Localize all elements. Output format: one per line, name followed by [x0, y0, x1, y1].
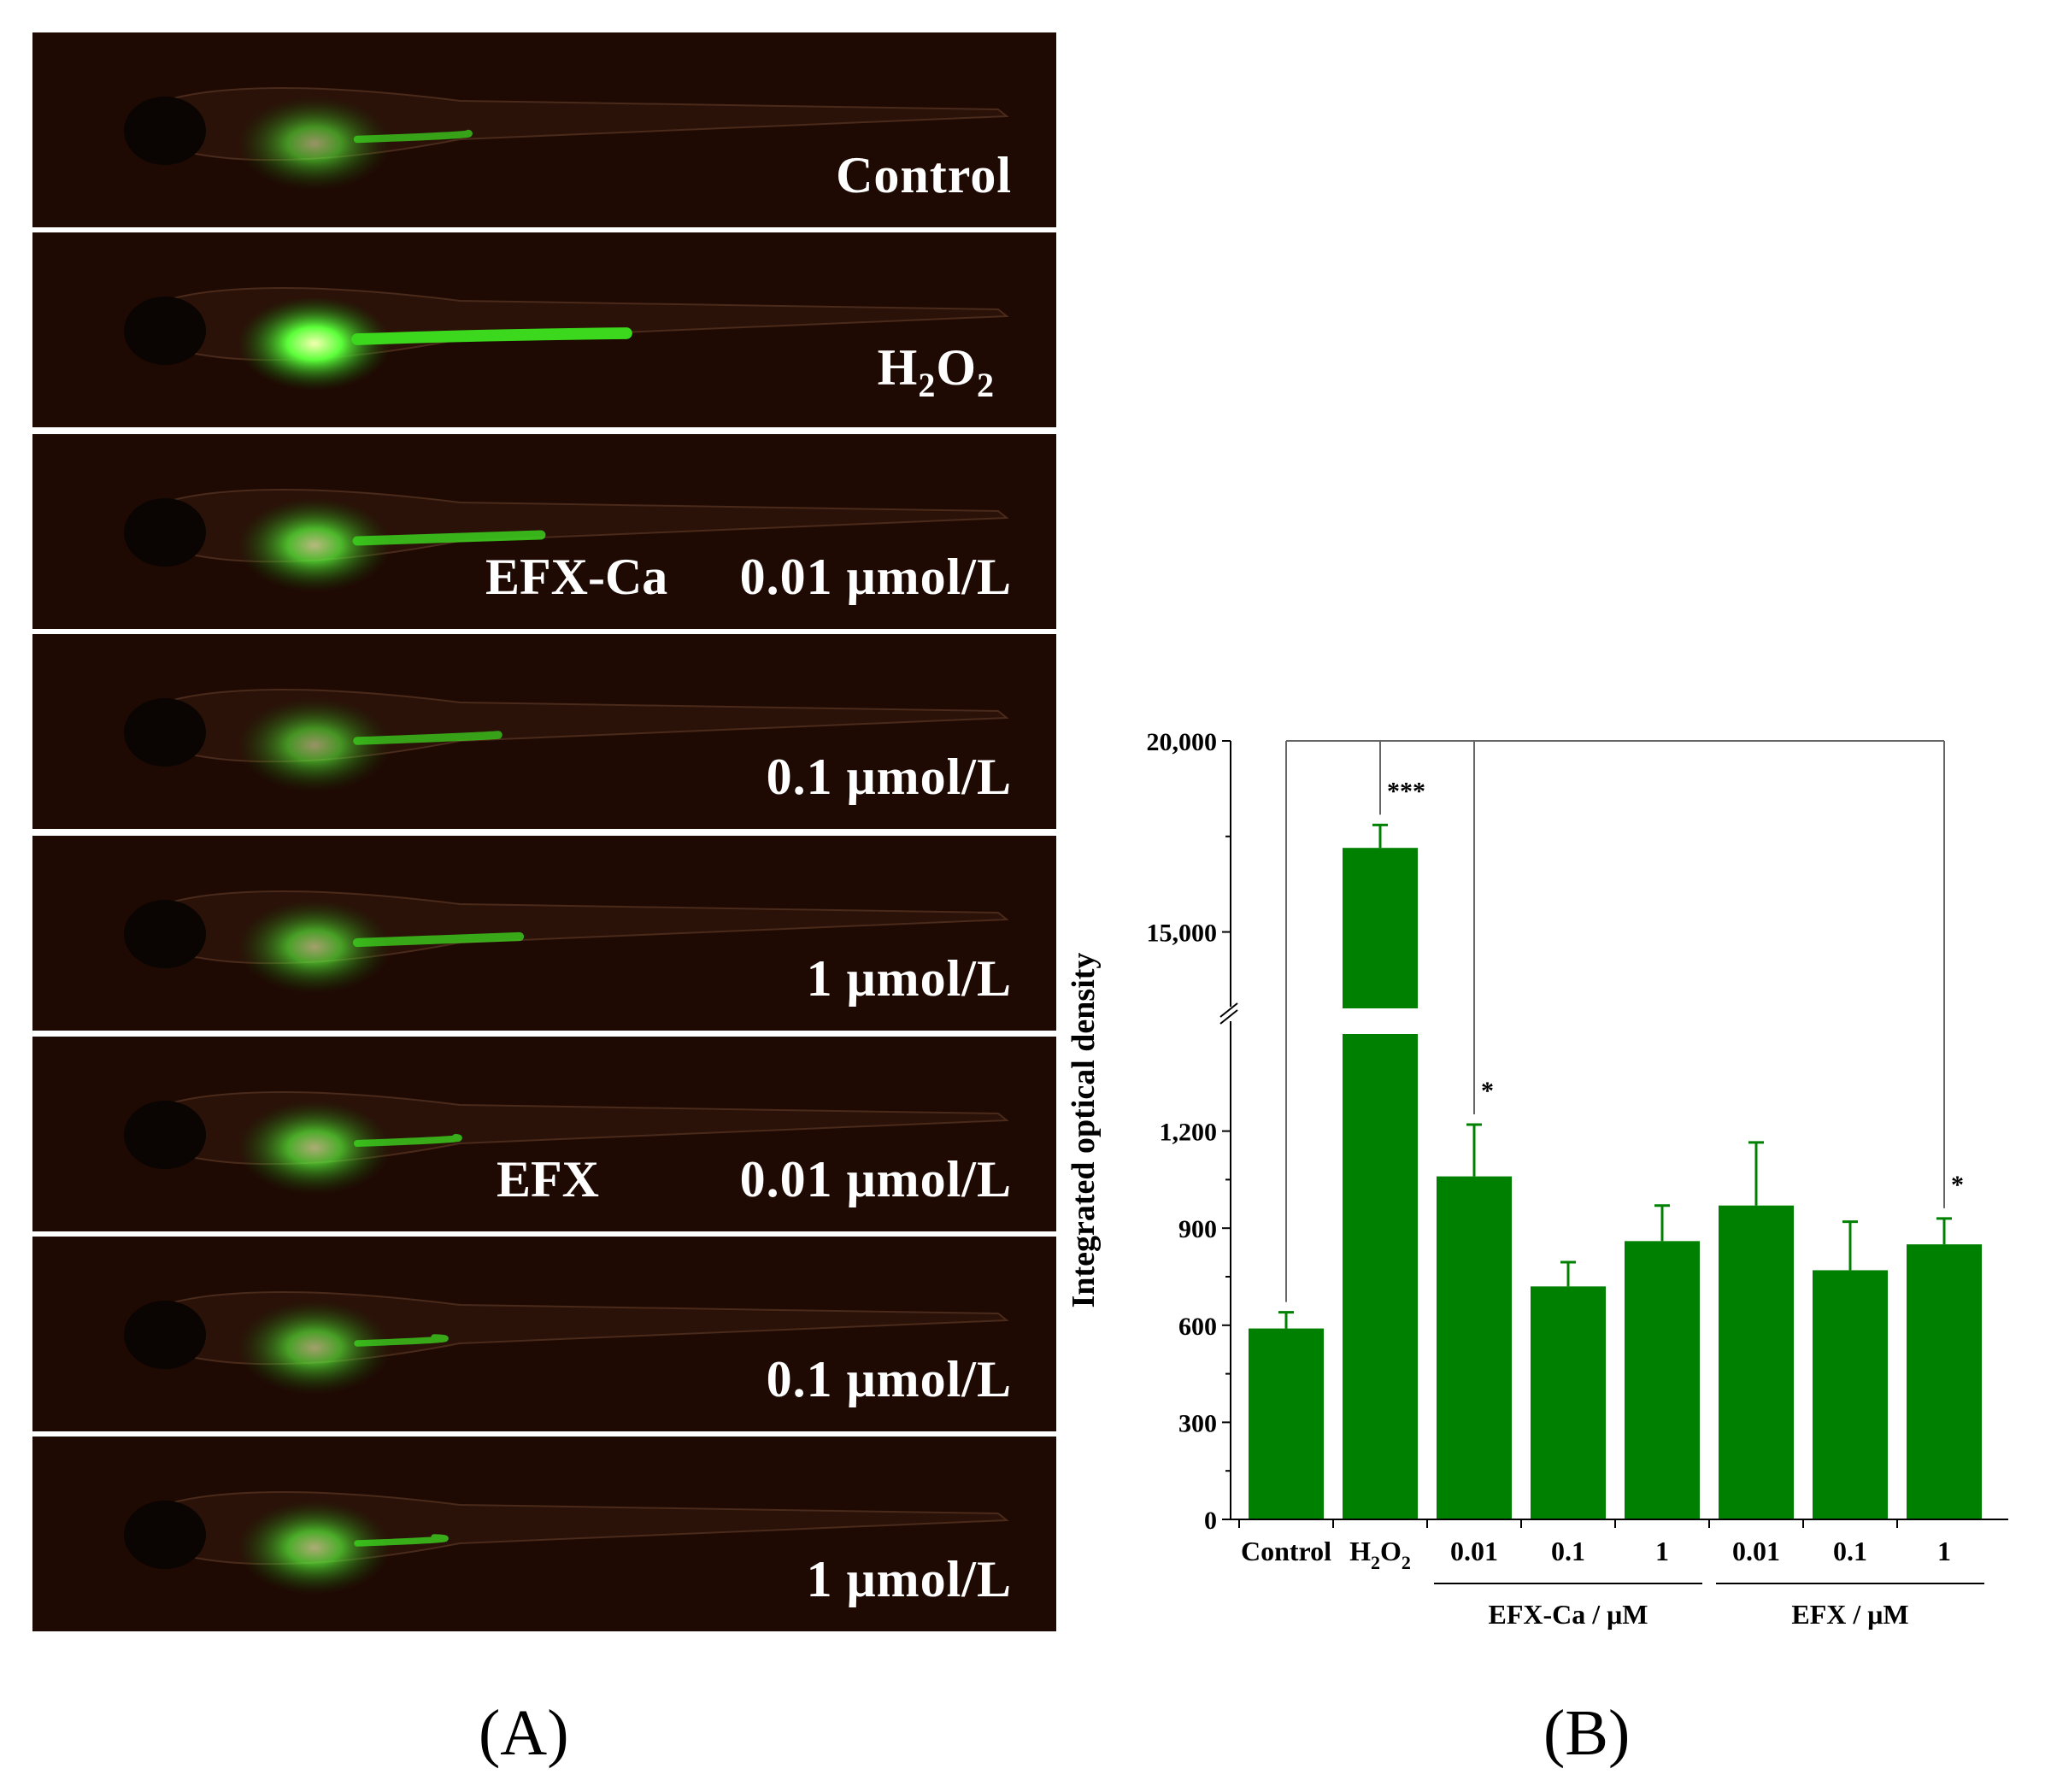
- bar-upper-segment: [1343, 848, 1418, 1008]
- strip-label: 0.1 μmol/L: [766, 749, 1012, 805]
- strip-label: 0.01 μmol/L: [739, 549, 1012, 605]
- fish-image-strip: EFX-Ca 0.01 μmol/L: [32, 434, 1056, 629]
- fish-eye: [124, 1101, 206, 1169]
- fish-eye: [124, 1501, 206, 1569]
- bar: [1719, 1205, 1794, 1519]
- fluorescence-tail: [351, 327, 632, 345]
- fish-eye: [124, 498, 206, 567]
- fish-fluorescence-image: [124, 87, 1009, 191]
- strip-group-label: EFX: [497, 1151, 599, 1207]
- strip-label: 1 μmol/L: [806, 950, 1012, 1007]
- strip-label: Control: [836, 147, 1012, 203]
- fish-fluorescence-image: [124, 287, 1009, 391]
- fluorescence-tail: [352, 530, 546, 546]
- fluorescence-tail: [352, 931, 525, 948]
- fish-eye: [124, 97, 206, 165]
- y-tick-label: 20,000: [1147, 728, 1218, 756]
- fish-image-strip: H2O2: [32, 232, 1056, 427]
- fish-fluorescence-image: [124, 689, 1009, 792]
- fish-fluorescence-image: [124, 1291, 1009, 1395]
- fish-image-strip: 0.1 μmol/L: [32, 1237, 1056, 1431]
- fluorescence-tail: [354, 1534, 449, 1547]
- fish-fluorescence-image: [124, 1491, 1009, 1595]
- y-tick-label: 15,000: [1147, 920, 1218, 948]
- fish-fluorescence-image: [124, 890, 1009, 994]
- x-tick-label: 1: [1655, 1536, 1669, 1566]
- axis-break-mark: [1219, 1009, 1238, 1025]
- strip-label: H2O2: [877, 339, 995, 404]
- x-tick-label: Control: [1241, 1536, 1331, 1566]
- fish-image-strip: 0.1 μmol/L: [32, 634, 1056, 829]
- fluorescence-glow: [238, 1101, 391, 1195]
- bar-chart: 0 300 600 900 1,200 15,000 20,000 Integrated op…: [1066, 728, 2008, 1630]
- y-axis-label: Integrated optical density: [1066, 953, 1102, 1308]
- fluorescence-glow: [238, 97, 391, 191]
- fish-eye: [124, 698, 206, 767]
- bar: [1625, 1241, 1700, 1519]
- fish-image-strip: 1 μmol/L: [32, 1437, 1056, 1631]
- significance-mark: *: [1481, 1077, 1494, 1105]
- x-tick-label: 1: [1937, 1536, 1951, 1566]
- bar: [1813, 1270, 1888, 1519]
- x-tick-label: 0.01: [1450, 1536, 1498, 1566]
- fish-image-strip: EFX 0.01 μmol/L: [32, 1037, 1056, 1231]
- fish-eye: [124, 900, 206, 968]
- bar: [1249, 1328, 1324, 1519]
- x-tick-label: 0.1: [1551, 1536, 1585, 1566]
- fish-fluorescence-image: [124, 1091, 1009, 1195]
- fish-image-strip: Control: [32, 32, 1056, 227]
- fluorescence-tail: [354, 1334, 449, 1347]
- fluorescence-tail: [353, 731, 502, 745]
- bar: [1907, 1244, 1982, 1519]
- x-tick-label: 0.01: [1732, 1536, 1780, 1566]
- fish-eye: [124, 297, 206, 365]
- strip-group-label: EFX-Ca: [485, 549, 668, 605]
- bar: [1531, 1286, 1606, 1519]
- fluorescence-glow: [238, 1501, 391, 1595]
- fish-fluorescence-image: [124, 489, 1009, 592]
- y-tick-label: 600: [1178, 1313, 1217, 1341]
- x-tick-label: 0.1: [1833, 1536, 1867, 1566]
- fluorescence-tail: [353, 1133, 462, 1148]
- significance-mark: ***: [1387, 777, 1425, 805]
- strip-label: 0.01 μmol/L: [739, 1151, 1012, 1207]
- group-label: EFX-Ca / μM: [1489, 1599, 1648, 1630]
- y-tick-label: 0: [1204, 1507, 1217, 1535]
- fluorescence-glow: [238, 297, 391, 391]
- group-label: EFX / μM: [1791, 1599, 1908, 1630]
- x-tick-label: H2O2: [1349, 1536, 1411, 1573]
- significance-mark: *: [1951, 1171, 1964, 1199]
- fluorescence-glow: [238, 698, 391, 792]
- bar: [1437, 1176, 1512, 1519]
- strip-label: 1 μmol/L: [806, 1551, 1012, 1607]
- panel-a: Control H2O2 EFX-Ca 0.01 μmol/L 0.1 μmol/L 1 …: [0, 0, 1068, 1641]
- strip-label: 0.1 μmol/L: [766, 1351, 1012, 1407]
- fish-image-strip: 1 μmol/L: [32, 836, 1056, 1031]
- panel-b-letter: (B): [1543, 1697, 1631, 1769]
- y-tick-label: 300: [1178, 1409, 1217, 1437]
- panel-a-letter: (A): [479, 1697, 569, 1769]
- bar: [1343, 1034, 1418, 1519]
- fluorescence-glow: [238, 900, 391, 994]
- y-tick-label: 1,200: [1160, 1119, 1218, 1147]
- fish-eye: [124, 1301, 206, 1369]
- y-tick-label: 900: [1178, 1215, 1217, 1243]
- fluorescence-glow: [238, 1301, 391, 1395]
- fluorescence-tail: [353, 129, 473, 144]
- axis-break-mark: [1219, 1002, 1238, 1018]
- fluorescence-glow: [238, 498, 391, 592]
